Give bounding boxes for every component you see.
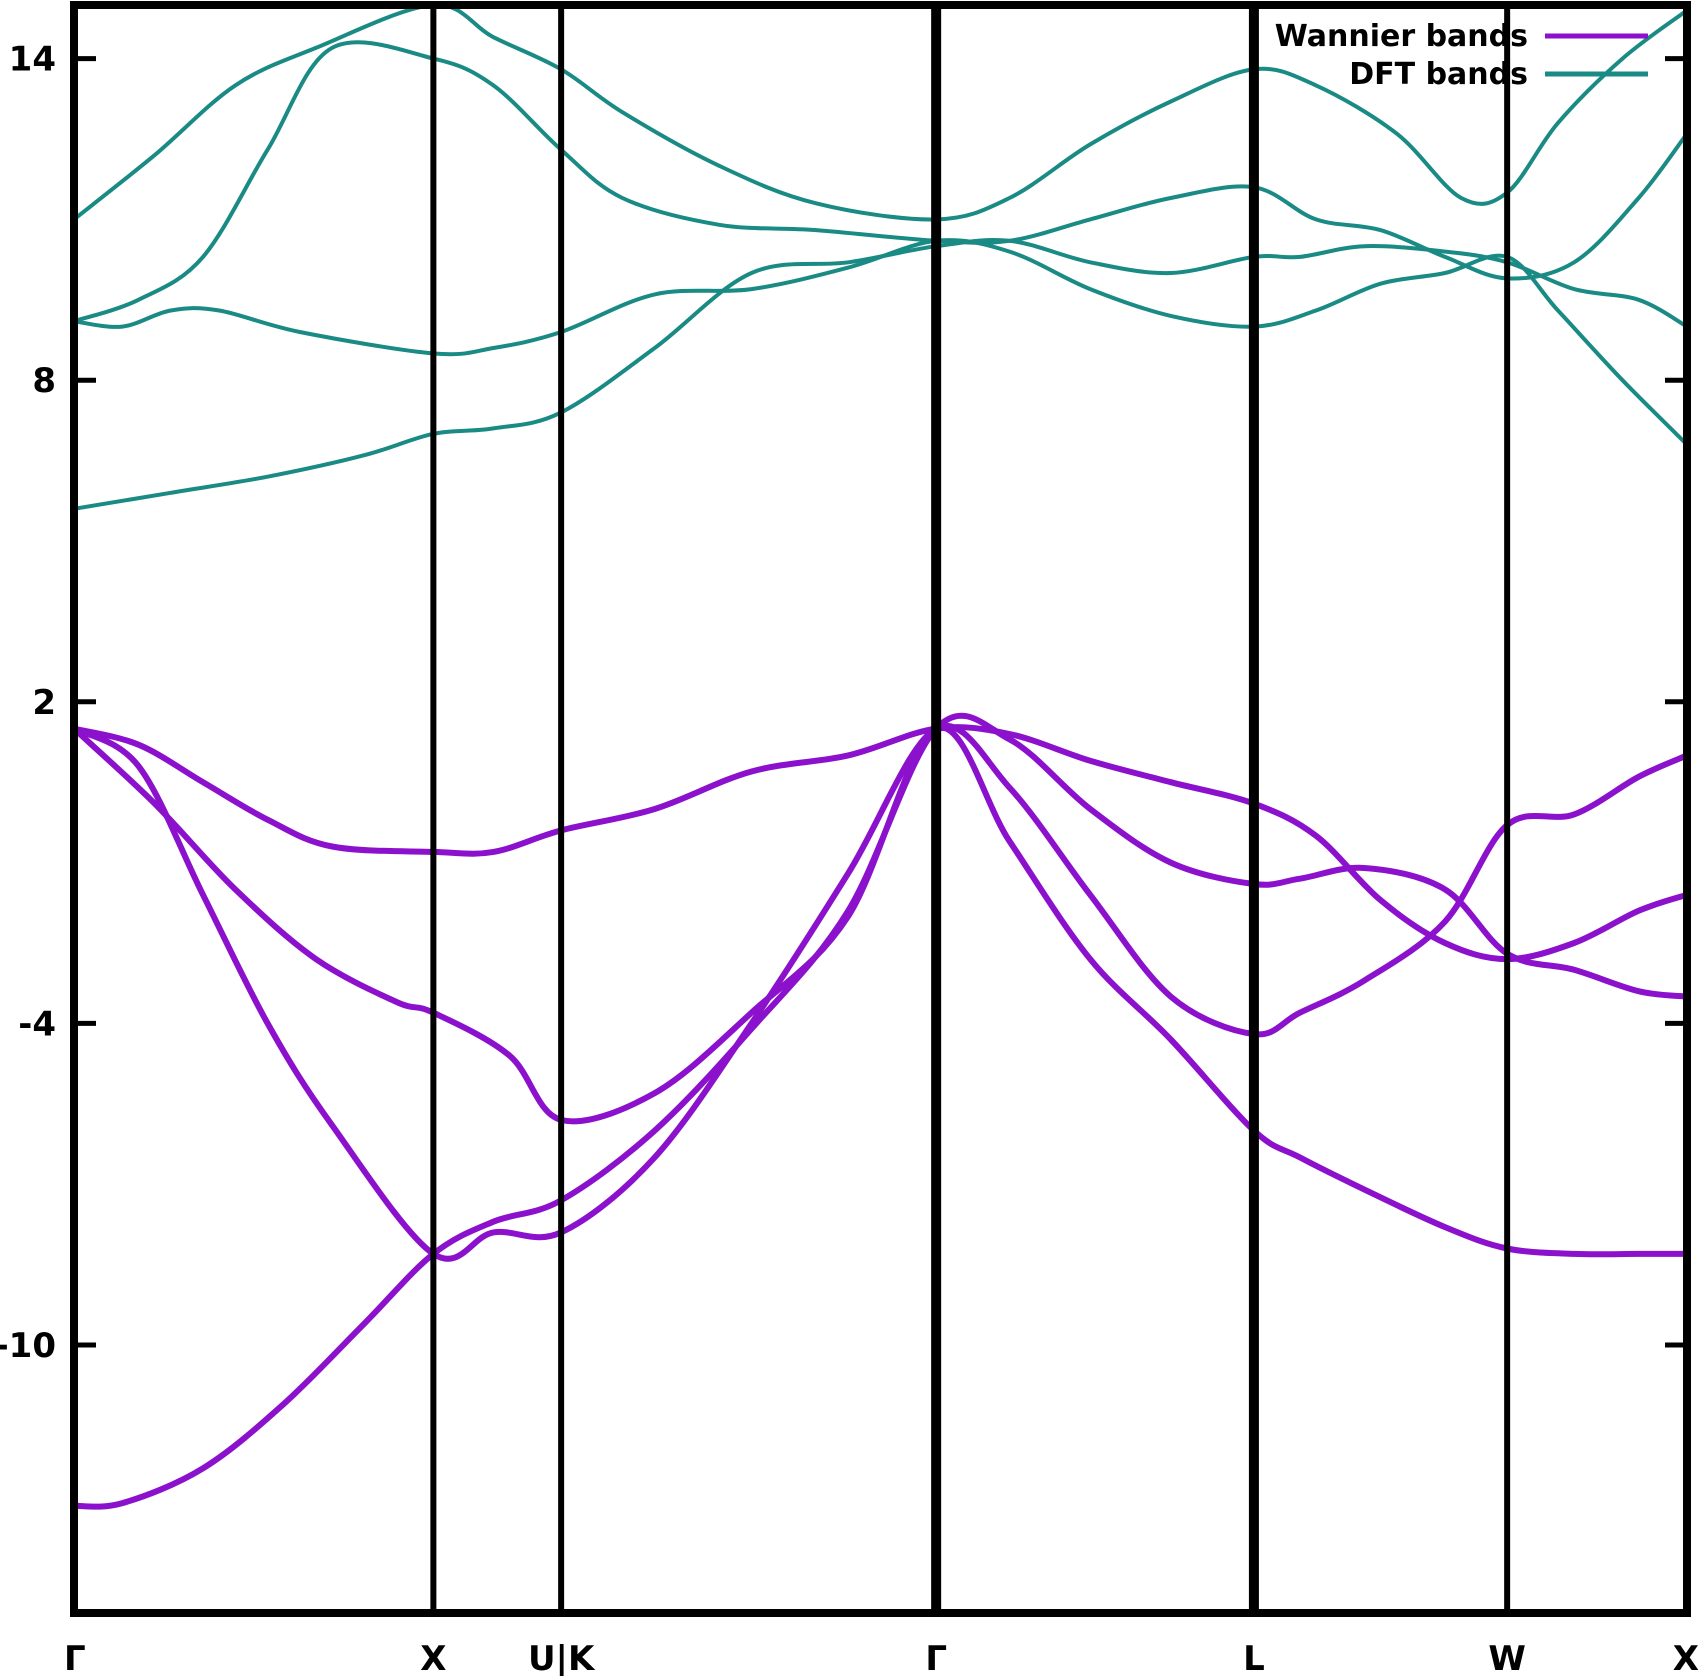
tick-labels: 14 8 2 -4 -10 Γ X U|K Γ L W X xyxy=(0,40,1699,1676)
x-tick-label: Γ xyxy=(925,1639,947,1676)
x-tick-label: Γ xyxy=(64,1639,86,1676)
y-tick-label: -4 xyxy=(18,1004,56,1044)
legend-label: DFT bands xyxy=(1349,57,1528,92)
x-tick-label: L xyxy=(1243,1639,1265,1676)
dft-band-line xyxy=(73,40,1689,324)
plot-frame xyxy=(70,1,1691,1617)
y-tick-label: -10 xyxy=(0,1326,56,1366)
series-wannier xyxy=(71,712,1689,1510)
y-tick-label: 14 xyxy=(9,40,56,80)
frame-layer xyxy=(70,1,1691,1617)
wannier-band-line xyxy=(73,712,1688,1510)
wannier-band-line xyxy=(72,723,1689,1262)
bands-layer xyxy=(71,2,1689,1510)
legend-label: Wannier bands xyxy=(1275,19,1528,54)
dft-band-line xyxy=(73,238,1689,511)
wannier-band-line xyxy=(71,724,1687,1258)
y-tick-label: 8 xyxy=(32,361,56,401)
x-tick-label: X xyxy=(420,1639,446,1676)
dft-band-line xyxy=(73,238,1689,446)
y-tick-label: 2 xyxy=(32,683,56,723)
x-tick-label: U|K xyxy=(528,1639,596,1676)
x-tick-label: W xyxy=(1488,1639,1526,1676)
x-tick-label: X xyxy=(1673,1639,1699,1676)
